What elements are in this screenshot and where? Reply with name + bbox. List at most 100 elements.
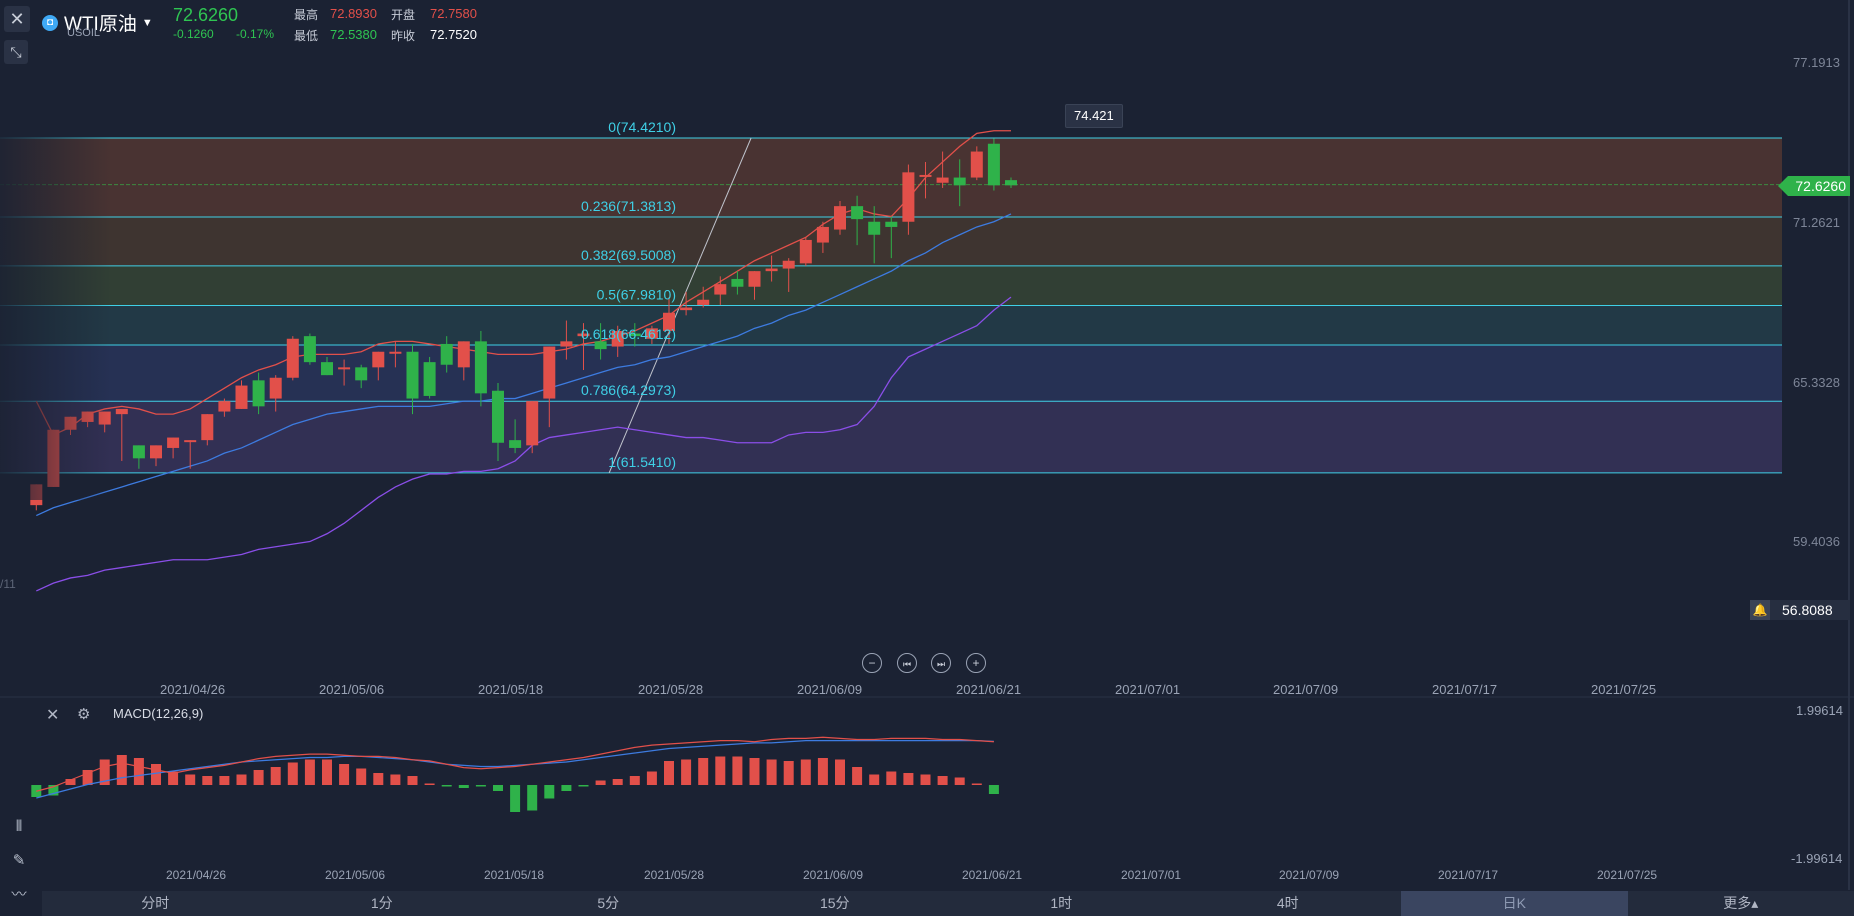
macd-histogram-bar <box>458 785 469 788</box>
price-tick: 71.2621 <box>1793 215 1840 230</box>
low-value: 72.5380 <box>330 27 377 42</box>
tab-1hour[interactable]: 1时 <box>1050 895 1073 911</box>
macd-histogram-bar <box>82 770 93 785</box>
macd-histogram-bar <box>595 780 606 785</box>
minus-icon: − <box>868 656 876 670</box>
chevron-down-icon: ▼ <box>141 16 153 29</box>
macd-histogram-bar <box>510 785 521 812</box>
date-axis-label: 2021/05/06 <box>319 682 385 697</box>
indicator-tool-button[interactable]: ⫴ <box>6 814 32 840</box>
macd-histogram-bar <box>441 785 452 787</box>
tab-timeline[interactable]: 分时 <box>141 895 170 911</box>
current-price-tag: 72.6260 <box>1778 176 1850 196</box>
macd-histogram-bar <box>116 755 127 785</box>
skip-back-icon: ⏮ <box>902 659 912 669</box>
price-alert[interactable]: 🔔 56.8088 <box>1750 600 1850 620</box>
tab-more[interactable]: 更多▴ <box>1723 895 1759 911</box>
period-bar: 分时 1分 5分 15分 1时 4时 日K 更多▴ <box>42 891 1854 916</box>
plus-icon: + <box>972 656 980 670</box>
macd-histogram-bar <box>527 785 538 811</box>
date-axis-label: 2021/06/09 <box>797 682 863 697</box>
draw-tool-button[interactable]: ✎ <box>6 848 32 874</box>
macd-histogram-bar <box>937 776 948 785</box>
close-icon: ✕ <box>46 707 60 724</box>
price-change: -0.1260 <box>173 27 214 41</box>
macd-histogram-bar <box>390 774 401 785</box>
macd-histogram-bar <box>168 771 179 785</box>
macd-date-axis-label: 2021/07/01 <box>1121 868 1182 882</box>
high-label: 最高 <box>294 8 319 22</box>
fib-level-label: 0.786(64.2973) <box>581 382 676 398</box>
macd-label: MACD(12,26,9) <box>113 706 204 721</box>
prev-close-value: 72.7520 <box>430 27 477 42</box>
low-label: 最低 <box>294 29 319 43</box>
skip-forward-icon: ⏭ <box>936 659 946 669</box>
macd-histogram-bar <box>151 764 161 785</box>
macd-histogram-bar <box>407 776 418 785</box>
macd-histogram-bar <box>646 771 657 785</box>
macd-dif-line <box>36 736 994 792</box>
macd-histogram-bar <box>783 761 794 785</box>
macd-histogram-bar <box>852 767 863 785</box>
close-chart-button[interactable]: ✕ <box>4 6 30 32</box>
date-axis-label: 2021/07/17 <box>1432 682 1498 697</box>
macd-date-axis-label: 2021/07/25 <box>1597 868 1658 882</box>
macd-histogram-bar <box>732 756 743 785</box>
macd-histogram-bar <box>886 771 897 785</box>
candles-icon: ⫴ <box>15 818 23 835</box>
macd-histogram-bar <box>219 776 230 785</box>
macd-histogram-bar <box>133 758 144 785</box>
macd-histogram-bar <box>65 779 76 785</box>
scroll-start-button[interactable]: ⏮ <box>897 653 917 673</box>
macd-histogram-bar <box>561 785 572 791</box>
macd-date-axis-label: 2021/06/21 <box>962 868 1023 882</box>
macd-histogram-bar <box>544 785 555 799</box>
macd-histogram-bar <box>304 759 315 785</box>
price-tick: 65.3328 <box>1793 375 1840 390</box>
macd-histogram-bar <box>373 773 384 785</box>
collapse-button[interactable]: ⤡ <box>4 40 28 64</box>
tab-5min[interactable]: 5分 <box>597 895 620 911</box>
date-axis-label: 2021/07/25 <box>1591 682 1657 697</box>
macd-histogram-bar <box>971 783 982 785</box>
date-axis-label: 2021/05/18 <box>478 682 544 697</box>
macd-histogram-bar <box>287 762 298 785</box>
symbol-selector[interactable]: ◘ WTI原油 ▼ <box>42 9 153 36</box>
analysis-tool-button[interactable]: 〰 <box>6 882 32 908</box>
high-value: 72.8930 <box>330 6 377 21</box>
scroll-end-button[interactable]: ⏭ <box>931 653 951 673</box>
tab-1min[interactable]: 1分 <box>370 895 393 911</box>
macd-histogram-bar <box>698 758 709 785</box>
macd-histogram-bar <box>578 785 589 787</box>
hover-price-tooltip: 74.421 <box>1065 104 1123 128</box>
open-label: 开盘 <box>391 8 416 22</box>
fib-level-label: 0(74.4210) <box>608 119 676 135</box>
macd-date-axis-label: 2021/04/26 <box>166 868 227 882</box>
date-axis-label: 2021/07/01 <box>1115 682 1181 697</box>
fib-level-label: 0.236(71.3813) <box>581 198 676 214</box>
macd-date-axis-label: 2021/07/17 <box>1438 868 1499 882</box>
prev-close-label: 昨收 <box>391 29 416 43</box>
macd-histogram-bar <box>356 768 367 785</box>
gear-icon: ⚙ <box>77 706 91 723</box>
tab-15min[interactable]: 15分 <box>819 895 850 911</box>
shrink-icon: ⤡ <box>10 43 22 60</box>
macd-histogram-bar <box>903 773 914 785</box>
macd-close-button[interactable]: ✕ <box>46 705 59 725</box>
macd-histogram-bar <box>988 785 999 794</box>
macd-histogram-bar <box>766 759 777 785</box>
tab-daily[interactable]: 日K <box>1401 891 1628 916</box>
macd-dea-line <box>36 740 994 799</box>
close-icon: ✕ <box>9 8 25 29</box>
zoom-in-button[interactable]: + <box>966 653 986 673</box>
macd-date-axis-label: 2021/05/18 <box>484 868 545 882</box>
macd-date-axis-label: 2021/07/09 <box>1279 868 1340 882</box>
macd-settings-button[interactable]: ⚙ <box>77 705 90 723</box>
macd-histogram-bar <box>475 785 486 787</box>
zoom-out-button[interactable]: − <box>862 653 882 673</box>
macd-histogram-bar <box>629 776 640 785</box>
tab-4hour[interactable]: 4时 <box>1276 895 1299 911</box>
macd-histogram-bar <box>339 764 350 785</box>
left-fade <box>0 100 1854 500</box>
